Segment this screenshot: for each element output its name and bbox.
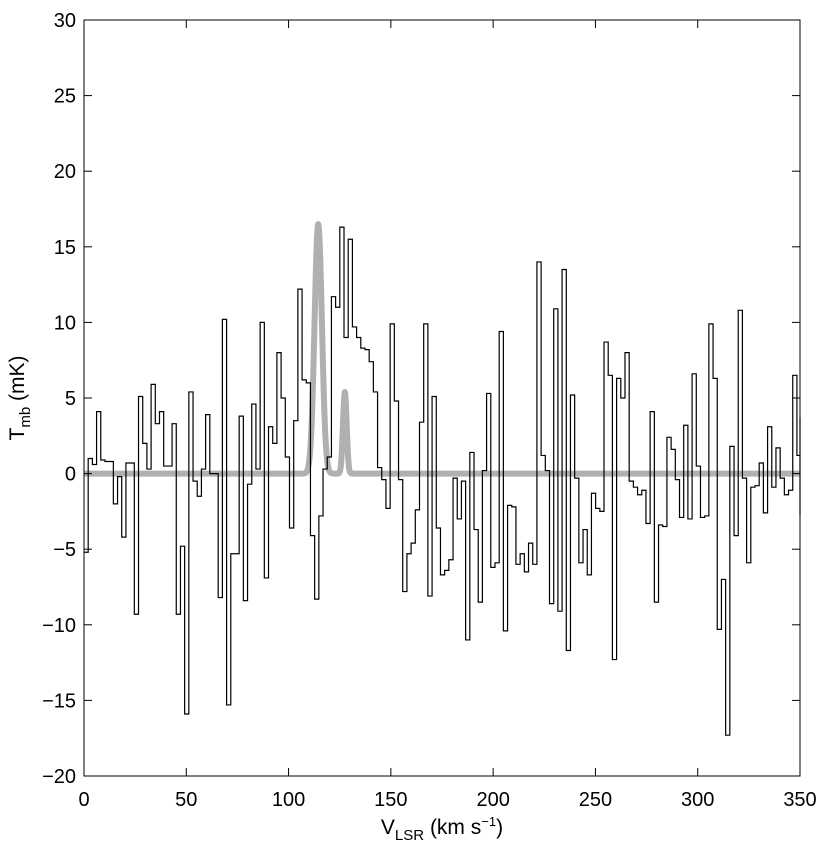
x-tick-label: 350 [783,789,816,811]
y-tick-label: 20 [54,161,76,183]
y-tick-label: 10 [54,312,76,334]
x-axis-label: VLSR (km s−1) [381,814,503,844]
x-axis-label-unit: (km s [424,816,481,839]
spectrum-layer [84,226,801,736]
x-tick-label: 50 [175,789,197,811]
y-axis-label: Tmb (mK) [6,356,34,441]
gaussian-fit-line [81,221,803,477]
x-axis-label-unit-close: ) [496,816,503,839]
ticks-layer [83,19,801,777]
y-axis-label-subscript: mb [17,407,34,428]
y-tick-label: 0 [65,464,76,486]
x-tick-label: 0 [78,789,89,811]
spectrum-step-line [84,226,801,736]
x-axis-label-superscript: −1 [481,814,496,829]
x-axis-label-subscript: LSR [395,827,424,844]
tick-labels-layer: 0 50 100 150 200 250 300 350 −20 −15 −10 −5 0 5 10 15 20… [42,10,817,811]
y-tick-label: 30 [54,10,76,32]
x-tick-label: 100 [272,789,305,811]
y-tick-label: 15 [54,237,76,259]
x-axis-label-main: V [381,816,395,839]
x-tick-label: 200 [476,789,509,811]
y-tick-label: 25 [54,86,76,108]
x-tick-label: 300 [681,789,714,811]
y-axis-label-main: T [6,428,29,441]
y-tick-label: −20 [42,766,76,788]
y-tick-label: −15 [42,690,76,712]
x-tick-label: 150 [374,789,407,811]
x-tick-label: 250 [579,789,612,811]
y-tick-label: 5 [65,388,76,410]
gaussian-fit-layer [81,221,803,477]
y-tick-label: −5 [53,539,76,561]
y-tick-label: −10 [42,615,76,637]
y-axis-label-unit: (mK) [6,356,29,407]
